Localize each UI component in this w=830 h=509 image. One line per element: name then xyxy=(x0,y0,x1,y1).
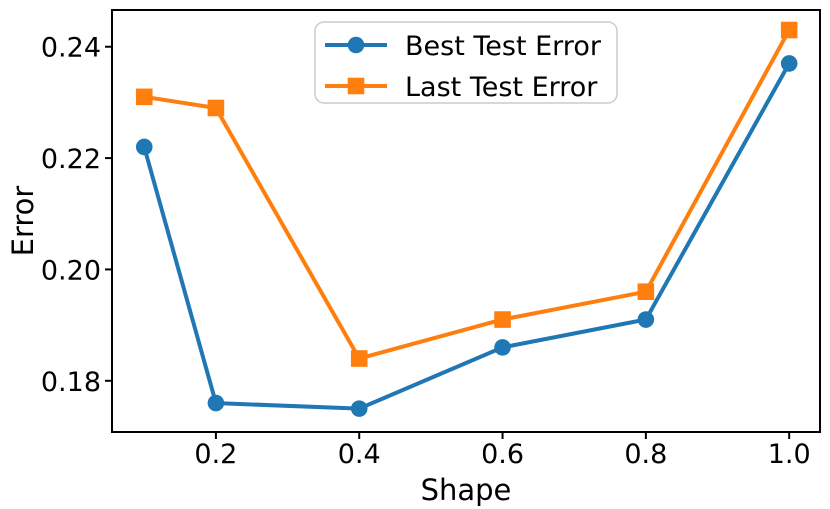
y-tick-label: 0.20 xyxy=(41,255,101,286)
series-line-1 xyxy=(142,28,792,361)
data-point-square xyxy=(350,350,368,367)
data-point-circle xyxy=(135,138,153,156)
y-tick-label: 0.22 xyxy=(41,144,101,175)
data-point-square xyxy=(637,283,655,301)
x-tick-label: 0.8 xyxy=(624,439,667,470)
data-point-circle xyxy=(350,400,368,417)
legend-item-last-test-error: Last Test Error xyxy=(325,72,598,103)
data-point-square xyxy=(780,21,798,39)
x-tick-label: 0.4 xyxy=(338,439,381,470)
legend-label-last-test-error: Last Test Error xyxy=(405,72,598,103)
legend-item-best-test-error: Best Test Error xyxy=(325,31,602,62)
legend-square-marker-icon xyxy=(347,77,365,95)
data-point-circle xyxy=(207,394,225,412)
y-tick-label: 0.24 xyxy=(41,33,101,64)
plot-area-spines xyxy=(111,9,821,433)
x-tick-label: 1.0 xyxy=(768,439,811,470)
y-axis-label: Error xyxy=(6,186,40,257)
legend: Best Test Error Last Test Error xyxy=(314,21,618,104)
plot-layer: 0.2 0.4 0.6 0.8 1.0 0.18 0.20 0.22 0.24 xyxy=(41,9,821,470)
series-line-0 xyxy=(142,61,792,411)
data-point-circle xyxy=(637,311,655,328)
data-point-square xyxy=(207,99,225,117)
x-axis-label: Shape xyxy=(421,473,512,507)
x-tick-label: 0.2 xyxy=(194,439,237,470)
data-point-circle xyxy=(494,339,511,356)
data-point-square xyxy=(135,88,153,106)
data-point-circle xyxy=(780,55,798,72)
data-point-square xyxy=(494,311,511,328)
legend-box xyxy=(314,21,618,104)
legend-circle-marker-icon xyxy=(347,36,365,54)
y-tick-label: 0.18 xyxy=(41,367,101,398)
legend-label-best-test-error: Best Test Error xyxy=(405,31,602,62)
x-tick-label: 0.6 xyxy=(481,439,524,470)
